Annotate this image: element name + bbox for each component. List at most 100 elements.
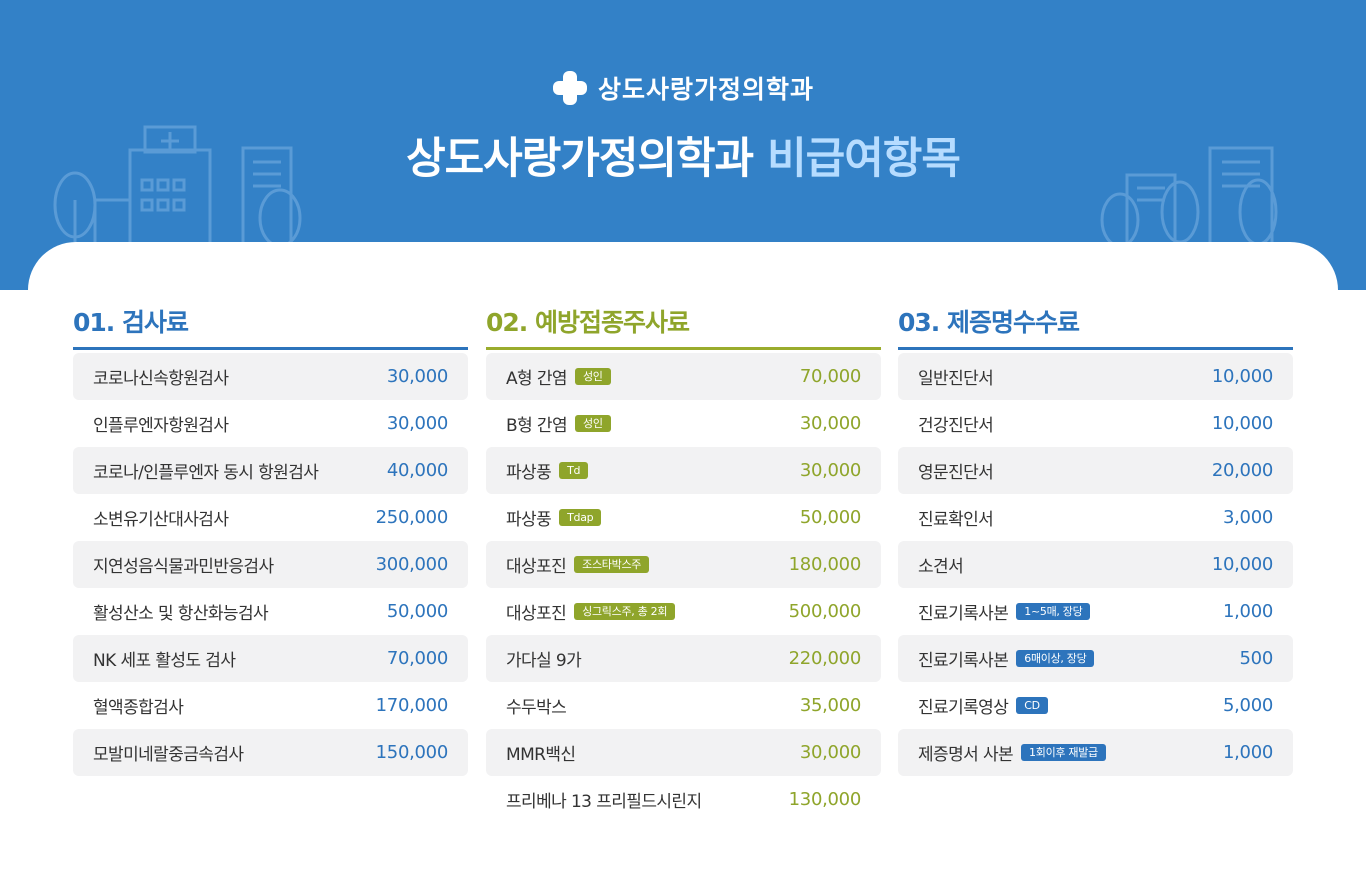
price-row: 진료기록영상 CD 5,000 bbox=[898, 682, 1293, 729]
price-row: 파상풍 Tdap 50,000 bbox=[486, 494, 881, 541]
item-price: 70,000 bbox=[799, 366, 861, 387]
price-row: A형 간염 성인 70,000 bbox=[486, 353, 881, 400]
item-price: 130,000 bbox=[788, 789, 862, 810]
item-price: 10,000 bbox=[1211, 366, 1273, 387]
item-badge: Td bbox=[559, 462, 589, 479]
price-row: 일반진단서 10,000 bbox=[898, 353, 1293, 400]
item-name-cell: B형 간염 성인 bbox=[506, 411, 611, 436]
item-name-cell: 지연성음식물과민반응검사 bbox=[93, 552, 274, 577]
item-price: 30,000 bbox=[799, 742, 861, 763]
price-row: 활성산소 및 항산화능검사 50,000 bbox=[73, 588, 468, 635]
item-badge: 1~5매, 장당 bbox=[1016, 603, 1091, 620]
brand: 상도사랑가정의학과 bbox=[0, 70, 1366, 106]
item-name: 진료기록사본 bbox=[918, 651, 1009, 671]
item-name-cell: 대상포진 싱그릭스주, 총 2회 bbox=[506, 599, 676, 624]
item-price: 30,000 bbox=[799, 413, 861, 434]
item-name: 소변유기산대사검사 bbox=[93, 510, 229, 530]
item-price: 150,000 bbox=[375, 742, 449, 763]
item-name-cell: MMR백신 bbox=[506, 740, 576, 765]
item-name: 진료확인서 bbox=[918, 510, 994, 530]
item-price: 300,000 bbox=[375, 554, 449, 575]
item-name: 코로나신속항원검사 bbox=[93, 369, 229, 389]
item-name-cell: 건강진단서 bbox=[918, 411, 994, 436]
price-row: 수두박스 35,000 bbox=[486, 682, 881, 729]
price-row: 영문진단서 20,000 bbox=[898, 447, 1293, 494]
price-row: 인플루엔자항원검사 30,000 bbox=[73, 400, 468, 447]
item-name-cell: 파상풍 Td bbox=[506, 458, 589, 483]
price-row: MMR백신 30,000 bbox=[486, 729, 881, 776]
page-title-accent: 비급여항목 bbox=[767, 134, 961, 184]
item-name-cell: 모발미네랄중금속검사 bbox=[93, 740, 244, 765]
item-name-cell: 진료기록영상 CD bbox=[918, 693, 1048, 718]
item-name: 소견서 bbox=[918, 557, 964, 577]
price-row: 지연성음식물과민반응검사 300,000 bbox=[73, 541, 468, 588]
item-name-cell: 진료확인서 bbox=[918, 505, 994, 530]
item-badge: Tdap bbox=[559, 509, 602, 526]
item-badge: 싱그릭스주, 총 2회 bbox=[574, 603, 676, 620]
price-row: 모발미네랄중금속검사 150,000 bbox=[73, 729, 468, 776]
item-name: 진료기록영상 bbox=[918, 698, 1009, 718]
price-row: 파상풍 Td 30,000 bbox=[486, 447, 881, 494]
medical-cross-icon bbox=[552, 70, 588, 106]
page-title: 상도사랑가정의학과 비급여항목 bbox=[0, 124, 1366, 186]
item-name: 혈액종합검사 bbox=[93, 698, 184, 718]
item-name: 코로나/인플루엔자 동시 항원검사 bbox=[93, 463, 319, 483]
item-price: 50,000 bbox=[799, 507, 861, 528]
item-name-cell: 프리베나 13 프리필드시린지 bbox=[506, 787, 702, 812]
item-name: 프리베나 13 프리필드시린지 bbox=[506, 792, 702, 812]
price-row: 건강진단서 10,000 bbox=[898, 400, 1293, 447]
item-name: 대상포진 bbox=[506, 557, 567, 577]
item-name: 가다실 9가 bbox=[506, 651, 582, 671]
section-heading: 02. 예방접종주사료 bbox=[486, 306, 881, 350]
item-name: NK 세포 활성도 검사 bbox=[93, 651, 236, 671]
item-price: 220,000 bbox=[788, 648, 862, 669]
item-price: 30,000 bbox=[799, 460, 861, 481]
item-name: 진료기록사본 bbox=[918, 604, 1009, 624]
item-price: 180,000 bbox=[788, 554, 862, 575]
header-banner bbox=[0, 0, 1366, 290]
item-badge: 성인 bbox=[574, 368, 611, 385]
item-name-cell: 파상풍 Tdap bbox=[506, 505, 602, 530]
item-name-cell: 진료기록사본 1~5매, 장당 bbox=[918, 599, 1091, 624]
item-price: 70,000 bbox=[386, 648, 448, 669]
item-badge: 성인 bbox=[575, 415, 611, 432]
item-name: 파상풍 bbox=[506, 510, 552, 530]
item-badge: CD bbox=[1016, 697, 1048, 714]
item-name-cell: 수두박스 bbox=[506, 693, 567, 718]
item-price: 20,000 bbox=[1211, 460, 1273, 481]
item-name-cell: A형 간염 성인 bbox=[506, 364, 611, 389]
item-price: 500 bbox=[1239, 648, 1274, 669]
item-price: 30,000 bbox=[386, 413, 448, 434]
item-name: 제증명서 사본 bbox=[918, 745, 1014, 765]
item-name: 인플루엔자항원검사 bbox=[93, 416, 229, 436]
item-name: 건강진단서 bbox=[918, 416, 994, 436]
item-badge: 조스타박스주 bbox=[574, 556, 650, 573]
item-name-cell: 코로나신속항원검사 bbox=[93, 364, 229, 389]
item-name: 일반진단서 bbox=[918, 369, 994, 389]
item-name: 영문진단서 bbox=[918, 463, 994, 483]
item-badge: 1회이후 재발급 bbox=[1021, 744, 1106, 761]
price-row: 진료기록사본 6매이상, 장당 500 bbox=[898, 635, 1293, 682]
price-row: 진료기록사본 1~5매, 장당 1,000 bbox=[898, 588, 1293, 635]
price-row: 진료확인서 3,000 bbox=[898, 494, 1293, 541]
item-price: 500,000 bbox=[788, 601, 862, 622]
item-name: B형 간염 bbox=[506, 416, 568, 436]
section-heading: 01. 검사료 bbox=[73, 306, 468, 350]
price-row: 대상포진 싱그릭스주, 총 2회 500,000 bbox=[486, 588, 881, 635]
price-row: 소견서 10,000 bbox=[898, 541, 1293, 588]
item-name-cell: 대상포진 조스타박스주 bbox=[506, 552, 650, 577]
item-name-cell: NK 세포 활성도 검사 bbox=[93, 646, 236, 671]
item-name-cell: 소견서 bbox=[918, 552, 964, 577]
item-name: 모발미네랄중금속검사 bbox=[93, 745, 244, 765]
item-name-cell: 제증명서 사본 1회이후 재발급 bbox=[918, 740, 1106, 765]
section-heading: 03. 제증명수수료 bbox=[898, 306, 1293, 350]
price-row: 제증명서 사본 1회이후 재발급 1,000 bbox=[898, 729, 1293, 776]
item-name-cell: 인플루엔자항원검사 bbox=[93, 411, 229, 436]
item-name: A형 간염 bbox=[506, 369, 568, 389]
item-price: 30,000 bbox=[386, 366, 448, 387]
item-price: 10,000 bbox=[1211, 413, 1273, 434]
item-name: 파상풍 bbox=[506, 463, 552, 483]
price-row: 코로나신속항원검사 30,000 bbox=[73, 353, 468, 400]
item-price: 50,000 bbox=[386, 601, 448, 622]
price-row: 가다실 9가 220,000 bbox=[486, 635, 881, 682]
